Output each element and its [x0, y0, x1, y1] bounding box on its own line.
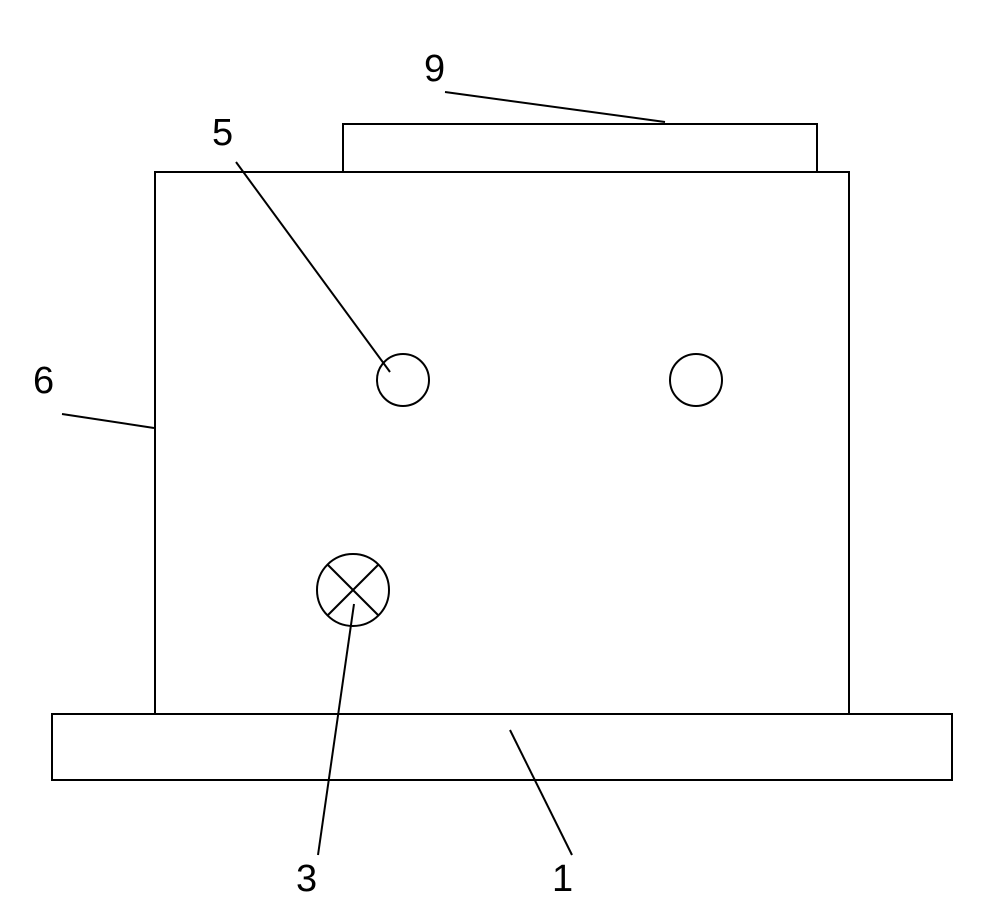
- leader-line-6: [62, 414, 154, 428]
- label-1: 1: [552, 858, 573, 901]
- base-plate: [52, 714, 952, 780]
- label-6: 6: [33, 360, 54, 403]
- top-plate: [343, 124, 817, 172]
- label-9: 9: [424, 48, 445, 91]
- leader-line-1: [510, 730, 572, 855]
- leader-line-5: [236, 162, 390, 372]
- leader-line-3: [318, 604, 354, 855]
- label-5: 5: [212, 112, 233, 155]
- circle-left: [377, 354, 429, 406]
- main-body: [155, 172, 849, 714]
- diagram-svg: [0, 0, 1000, 921]
- leader-line-9: [445, 92, 665, 122]
- label-3: 3: [296, 858, 317, 901]
- circle-right: [670, 354, 722, 406]
